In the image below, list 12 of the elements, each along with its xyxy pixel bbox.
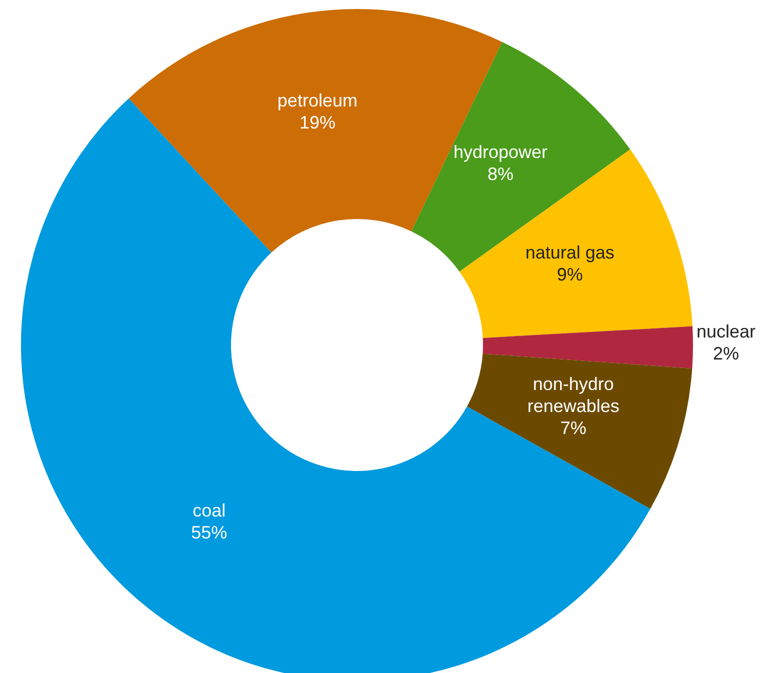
data-label: 2% bbox=[712, 344, 739, 364]
data-label: 9% bbox=[556, 264, 583, 284]
data-label: 55% bbox=[191, 522, 228, 543]
slice-label: coal bbox=[192, 500, 226, 521]
slice-label: natural gas bbox=[525, 242, 614, 262]
slice-label: hydropower bbox=[453, 142, 548, 162]
slice-label: petroleum bbox=[277, 90, 358, 111]
data-label: 7% bbox=[560, 418, 586, 438]
slice-label: non-hydro renewables bbox=[527, 374, 620, 416]
data-label: 19% bbox=[299, 112, 336, 133]
data-label: 8% bbox=[487, 164, 514, 184]
slice-label: nuclear bbox=[696, 322, 756, 342]
